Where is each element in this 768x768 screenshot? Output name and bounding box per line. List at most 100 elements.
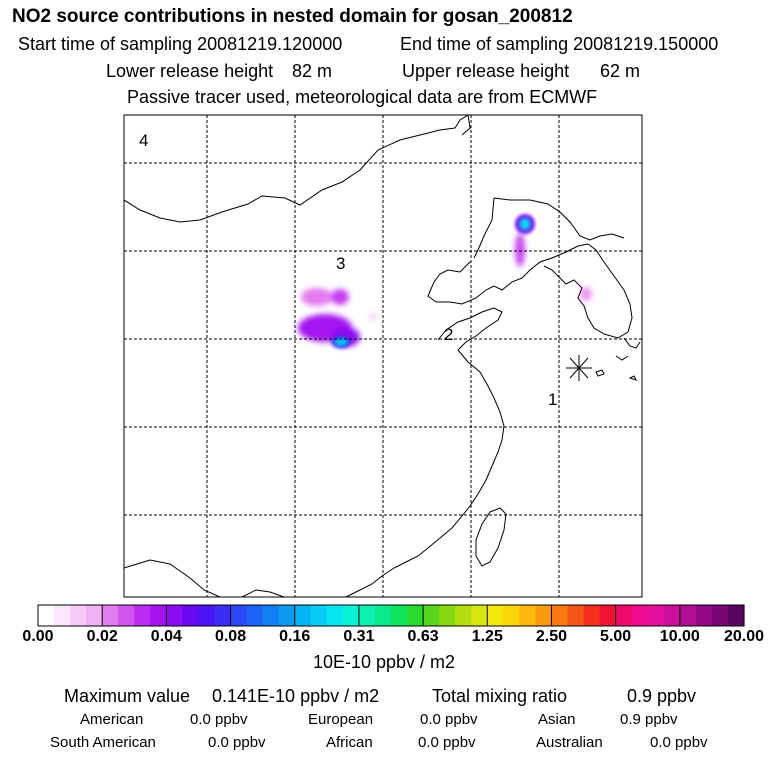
colorbar-tick-label: 0.16: [279, 628, 311, 645]
lower-height-value: 82 m: [292, 61, 333, 81]
colorbar-swatch: [471, 605, 488, 626]
colorbar-swatch: [455, 605, 472, 626]
lower-height-label: Lower release height: [106, 61, 274, 81]
colorbar-tick-label: 0.63: [407, 628, 439, 645]
colorbar-swatch: [663, 605, 681, 626]
colorbar-tick-label: 2.50: [535, 628, 568, 645]
colorbar-swatch: [615, 605, 633, 626]
colorbar-swatch: [118, 605, 135, 626]
tracer-note: Passive tracer used, meteorological data…: [127, 87, 598, 107]
region-label-3: 3: [336, 254, 345, 273]
colorbar-swatch: [679, 605, 697, 626]
colorbar-frame: [37, 604, 745, 627]
colorbar-tick-label: 5.00: [600, 628, 632, 645]
colorbar-tick-label: 0.02: [86, 628, 118, 645]
coastlines: [124, 115, 641, 597]
source-value-african: 0.0 ppbv: [418, 734, 476, 751]
colorbar-swatch: [358, 605, 376, 626]
source-name-american: American: [80, 711, 144, 728]
total-mixing-label: Total mixing ratio: [432, 686, 568, 706]
colorbar-swatch: [166, 605, 184, 626]
colorbar-swatch: [727, 605, 745, 626]
colorbar-swatch: [278, 605, 296, 626]
colorbar-swatch: [214, 605, 232, 626]
colorbar-swatch: [230, 605, 248, 626]
start-time-label: Start time of sampling 20081219.120000: [18, 34, 343, 54]
colorbar-swatch: [695, 605, 713, 626]
colorbar-swatch: [535, 605, 553, 626]
colorbar-swatch: [423, 605, 440, 626]
plume-west-speck: [369, 314, 377, 320]
source-value-south-american: 0.0 ppbv: [208, 734, 266, 751]
receptor-marker-icon: [566, 355, 592, 381]
upper-height-value: 62 m: [600, 61, 641, 81]
colorbar-swatch: [374, 605, 392, 626]
max-value: 0.141E-10 ppbv / m2: [212, 686, 380, 706]
source-value-australian: 0.0 ppbv: [650, 734, 708, 751]
colorbar-swatch: [294, 605, 312, 626]
colorbar-swatch: [391, 605, 408, 626]
source-name-australian: Australian: [536, 734, 603, 751]
colorbar-tick-label: 1.25: [471, 628, 503, 645]
max-value-label: Maximum value: [64, 686, 191, 706]
colorbar-swatch: [342, 605, 360, 626]
colorbar-swatch: [182, 605, 200, 626]
colorbar-tick-label: 0.00: [22, 628, 54, 645]
plume-korea: [580, 287, 592, 301]
colorbar-swatch: [487, 605, 504, 626]
colorbar-swatch: [583, 605, 601, 626]
plume-northeast-tail: [515, 233, 525, 267]
source-value-asian: 0.9 ppbv: [620, 711, 678, 728]
colorbar: [37, 604, 745, 627]
end-time-label: End time of sampling 20081219.150000: [400, 34, 719, 54]
colorbar-tick-label: 0.04: [150, 628, 182, 645]
plume-west-upper: [331, 289, 349, 305]
source-name-european: European: [308, 711, 374, 728]
upper-height-label: Upper release height: [402, 61, 570, 81]
colorbar-swatch: [631, 605, 649, 626]
colorbar-swatch: [439, 605, 456, 626]
colorbar-swatch: [262, 605, 280, 626]
colorbar-swatch: [70, 605, 87, 626]
colorbar-swatch: [38, 605, 55, 626]
colorbar-swatch: [246, 605, 264, 626]
colorbar-tick-label: 10.00: [659, 628, 700, 645]
colorbar-swatch: [711, 605, 729, 626]
colorbar-swatch: [567, 605, 585, 626]
colorbar-swatch: [54, 605, 71, 626]
plume-northeast-peak: [520, 219, 530, 229]
colorbar-swatch: [198, 605, 216, 626]
region-label-2: 2: [444, 325, 453, 344]
region-label-1: 1: [548, 390, 557, 409]
colorbar-swatch: [134, 605, 151, 626]
colorbar-swatch: [647, 605, 665, 626]
colorbar-unit: 10E-10 ppbv / m2: [312, 652, 456, 672]
map-gridlines: [124, 115, 642, 597]
colorbar-swatch: [407, 605, 424, 626]
total-mixing-value: 0.9 ppbv: [627, 686, 697, 706]
colorbar-swatch: [326, 605, 344, 626]
source-value-european: 0.0 ppbv: [420, 711, 478, 728]
colorbar-swatch: [86, 605, 103, 626]
colorbar-swatch: [102, 605, 119, 626]
colorbar-swatch: [310, 605, 328, 626]
concentration-plumes: [298, 214, 592, 348]
map-frame: [123, 114, 643, 598]
chart-title: NO2 source contributions in nested domai…: [12, 6, 573, 27]
source-name-african: African: [326, 734, 373, 751]
region-label-4: 4: [139, 131, 148, 150]
source-value-american: 0.0 ppbv: [190, 711, 248, 728]
source-name-asian: Asian: [538, 711, 576, 728]
colorbar-tick-label: 0.08: [214, 628, 247, 645]
colorbar-swatch: [599, 605, 617, 626]
plume-west-peak: [335, 338, 347, 346]
colorbar-tick-label: 20.00: [723, 628, 765, 645]
colorbar-tick-label: 0.31: [343, 628, 375, 645]
colorbar-swatch: [519, 605, 537, 626]
colorbar-swatch: [551, 605, 569, 626]
plume-west-outer: [301, 288, 333, 306]
colorbar-swatch: [150, 605, 167, 626]
source-name-south-american: South American: [50, 734, 156, 751]
colorbar-swatch: [503, 605, 520, 626]
